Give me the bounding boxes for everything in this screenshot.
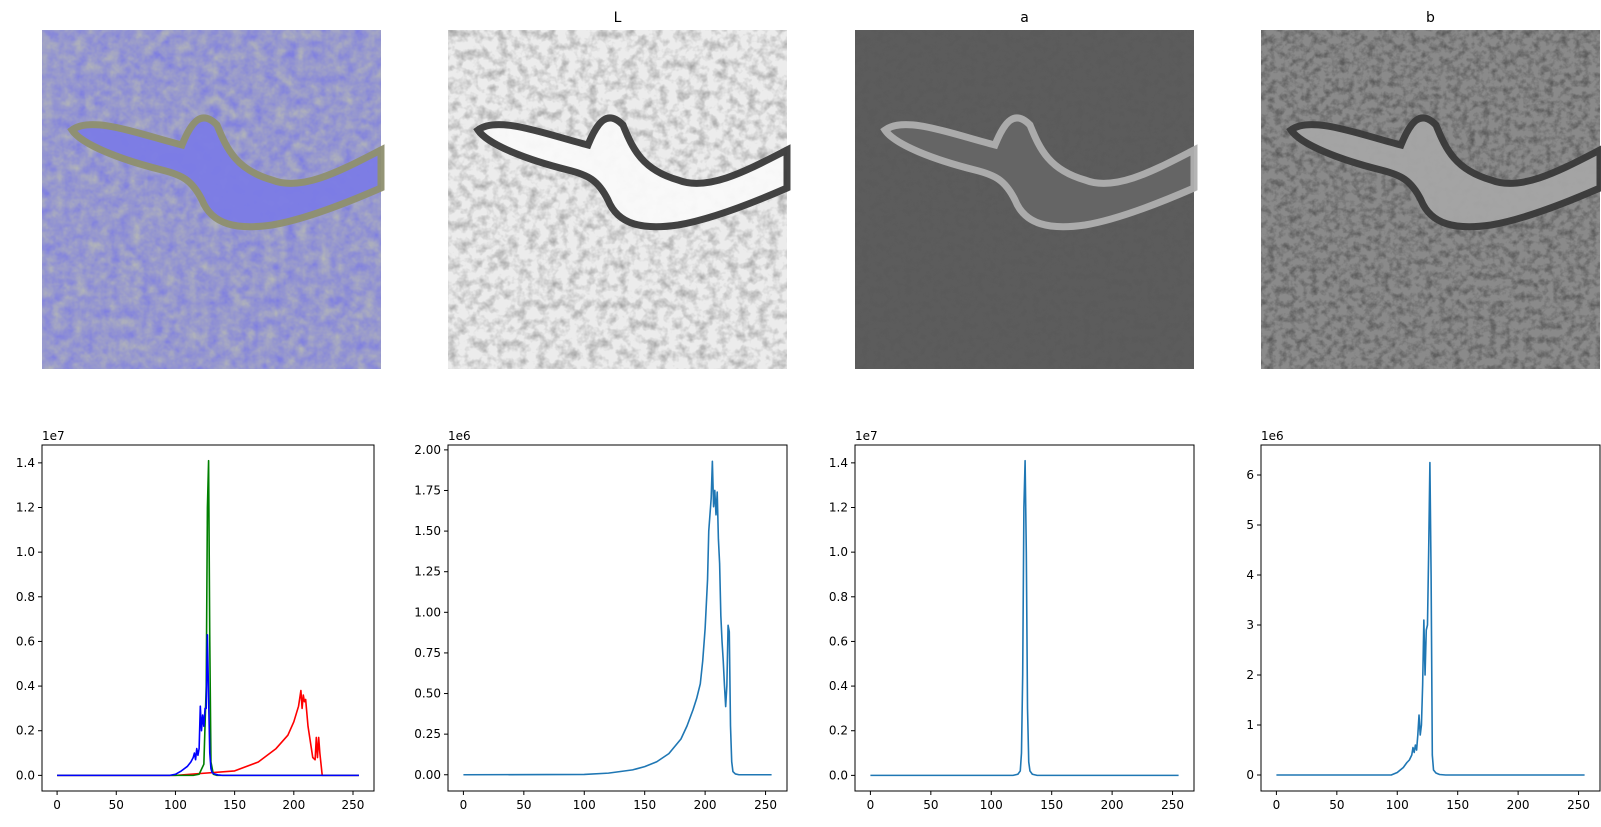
series-a-channel: [57, 459, 359, 777]
x-tick-label: 0: [867, 798, 875, 812]
y-tick-label: 1.50: [414, 524, 441, 538]
y-tick-label: 0.8: [16, 590, 35, 604]
y-tick-label: 0.6: [829, 634, 848, 648]
y-tick-label: 0.8: [829, 590, 848, 604]
y-tick-label: 1.2: [16, 501, 35, 515]
x-tick-label: 200: [1507, 798, 1530, 812]
series-a-histogram: [870, 459, 1179, 777]
l-channel-image: L: [448, 10, 791, 369]
x-tick-label: 50: [516, 798, 531, 812]
axis-offset-text: 1e6: [1261, 429, 1284, 443]
x-tick-label: 150: [1040, 798, 1063, 812]
axes-frame: [41, 444, 375, 792]
y-tick-label: 0.0: [16, 768, 35, 782]
y-tick-label: 1.4: [829, 456, 848, 470]
y-tick-label: 0.00: [414, 768, 441, 782]
image-title: a: [1020, 10, 1029, 26]
x-tick-label: 50: [109, 798, 124, 812]
image-title: b: [1426, 10, 1435, 26]
histogram-a: 0 50 100 150 200 250 0.0 0.2 0.4 0.6 0.8 1.0 1.2 1.4 1…: [829, 429, 1195, 812]
series-b-channel: [57, 633, 359, 777]
x-tick-label: 250: [754, 798, 777, 812]
axis-offset-text: 1e6: [448, 429, 471, 443]
series-L-histogram: [463, 460, 772, 776]
b-channel-image: b: [1261, 10, 1601, 369]
series-L-channel: [57, 689, 359, 777]
x-tick-label: 250: [1161, 798, 1184, 812]
y-tick-label: 0.0: [829, 768, 848, 782]
x-tick-label: 50: [1329, 798, 1344, 812]
axes-frame: [447, 444, 788, 792]
x-tick-label: 100: [980, 798, 1003, 812]
y-tick-label: 0.6: [16, 634, 35, 648]
y-tick-label: 1: [1246, 718, 1254, 732]
y-tick-label: 4: [1246, 568, 1254, 582]
x-tick-label: 250: [342, 798, 365, 812]
y-tick-label: 0.75: [414, 646, 441, 660]
y-tick-label: 1.25: [414, 565, 441, 579]
duct-structure: [880, 114, 1198, 231]
histogram-b: 0 50 100 150 200 250 0 1 2 3 4 5 6 1e6: [1246, 429, 1601, 812]
x-tick-label: 100: [1386, 798, 1409, 812]
y-tick-label: 1.0: [829, 545, 848, 559]
x-tick-label: 200: [694, 798, 717, 812]
series-b-histogram: [1276, 461, 1585, 776]
x-tick-label: 0: [460, 798, 468, 812]
x-tick-label: 0: [53, 798, 61, 812]
x-tick-label: 50: [923, 798, 938, 812]
y-tick-label: 0.25: [414, 727, 441, 741]
y-tick-label: 0.2: [829, 724, 848, 738]
y-tick-label: 1.0: [16, 545, 35, 559]
y-tick-label: 0.2: [16, 724, 35, 738]
duct-structure: [67, 114, 385, 231]
y-tick-label: 2: [1246, 668, 1254, 682]
y-tick-label: 0.50: [414, 687, 441, 701]
axes-frame: [1260, 444, 1601, 792]
y-tick-label: 3: [1246, 618, 1254, 632]
image-title: L: [614, 10, 622, 26]
histogram-lab-channels: 0 50 100 150 200 250 0.0 0.2 0.4 0.6 0.8 1.0 1.2 1.4 1…: [16, 429, 375, 812]
y-tick-label: 0: [1246, 768, 1254, 782]
duct-structure: [1286, 114, 1601, 231]
y-tick-label: 1.75: [414, 483, 441, 497]
x-tick-label: 150: [1446, 798, 1469, 812]
x-tick-label: 250: [1567, 798, 1590, 812]
axis-offset-text: 1e7: [855, 429, 878, 443]
y-tick-label: 1.4: [16, 456, 35, 470]
histogram-l: 0 50 100 150 200 250 0.00 0.25 0.50 0.75 1.00 1.25 1…: [414, 429, 788, 812]
y-tick-label: 0.4: [829, 679, 848, 693]
duct-structure: [473, 114, 791, 231]
x-tick-label: 0: [1273, 798, 1281, 812]
y-tick-label: 0.4: [16, 679, 35, 693]
x-tick-label: 100: [573, 798, 596, 812]
lab-color-image: [42, 30, 385, 369]
y-tick-label: 5: [1246, 518, 1254, 532]
axis-offset-text: 1e7: [42, 429, 65, 443]
x-tick-label: 150: [633, 798, 656, 812]
y-tick-label: 1.2: [829, 501, 848, 515]
x-tick-label: 150: [223, 798, 246, 812]
y-tick-label: 1.00: [414, 605, 441, 619]
axes-frame: [854, 444, 1195, 792]
x-tick-label: 100: [164, 798, 187, 812]
x-tick-label: 200: [282, 798, 305, 812]
a-channel-image: a: [855, 10, 1198, 369]
x-tick-label: 200: [1101, 798, 1124, 812]
y-tick-label: 6: [1246, 468, 1254, 482]
y-tick-label: 2.00: [414, 443, 441, 457]
